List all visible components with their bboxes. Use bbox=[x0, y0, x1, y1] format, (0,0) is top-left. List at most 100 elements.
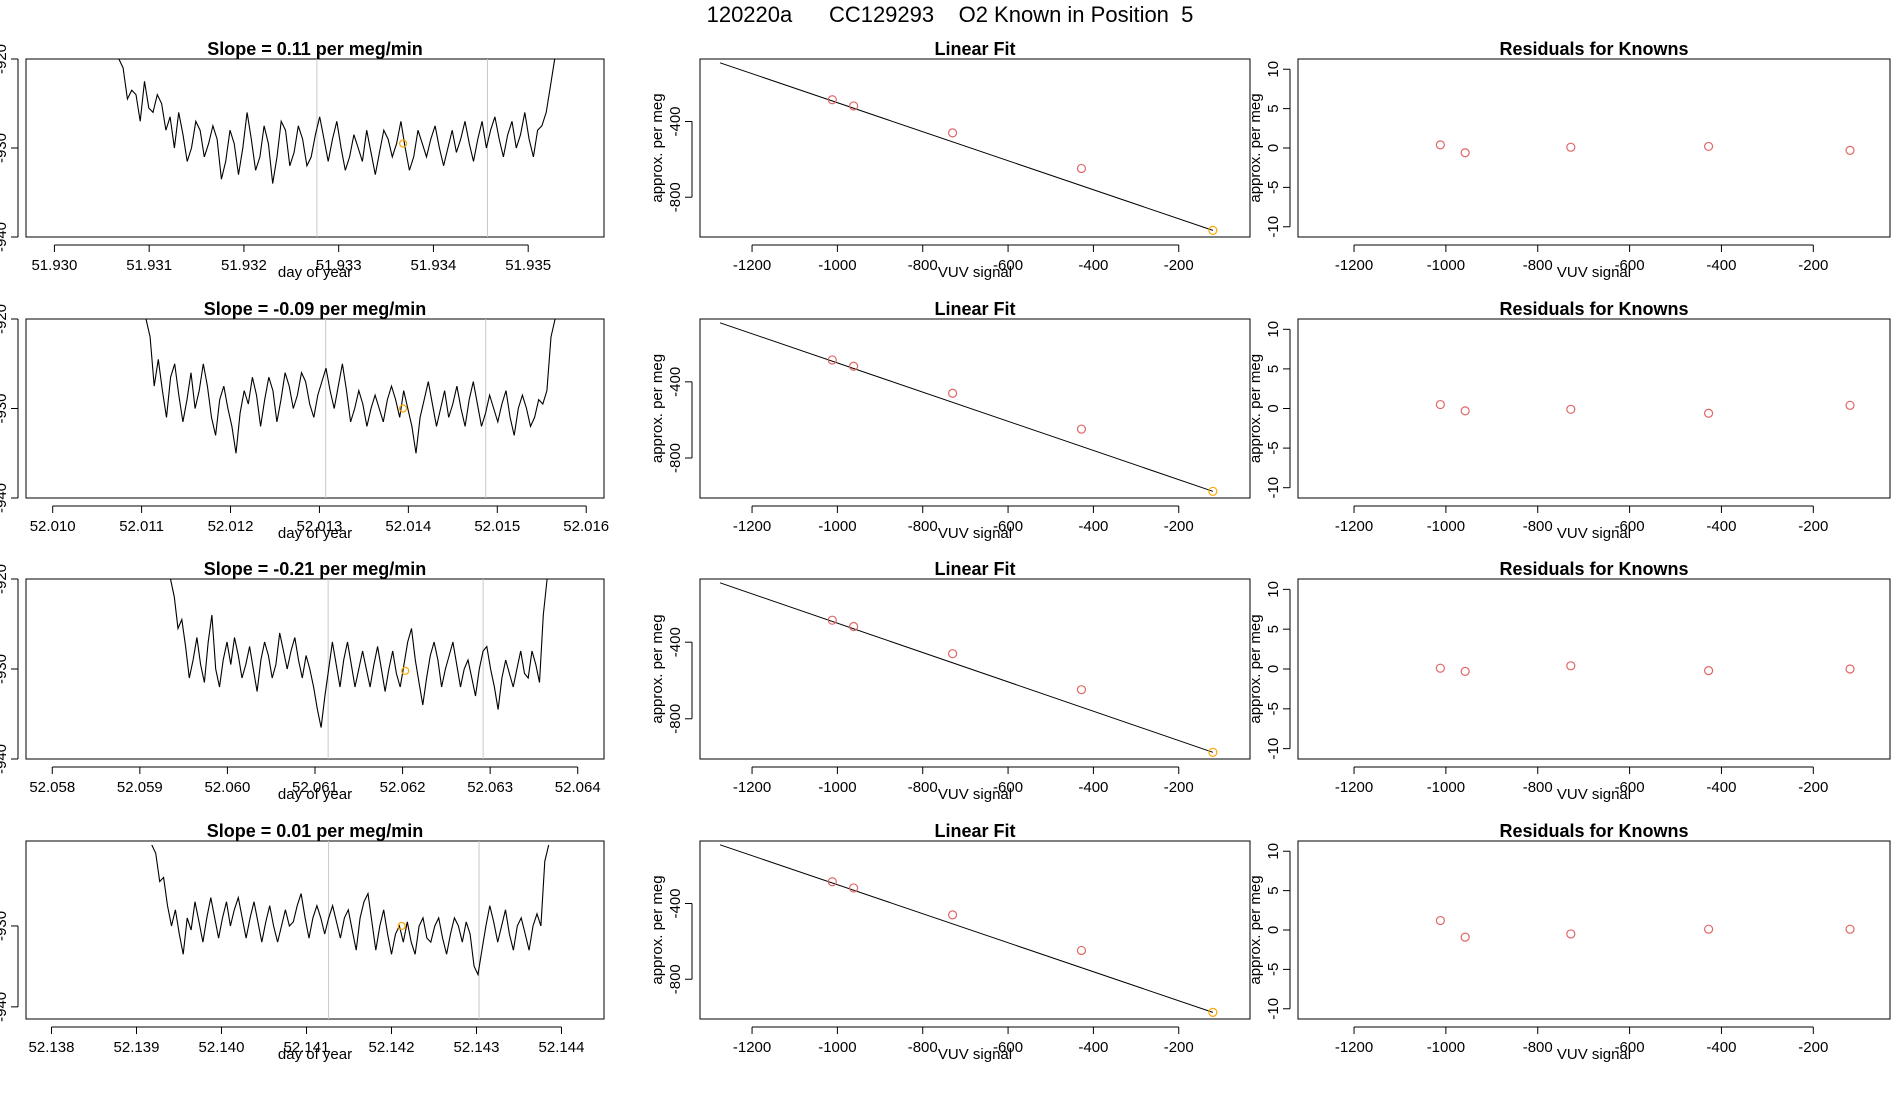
chart-panel-0-1: Linear Fit -1200 -1000 -800 -600 -400 -200 VUV … bbox=[649, 39, 1251, 281]
data-series-line bbox=[145, 318, 556, 454]
x-tick-label: 52.138 bbox=[29, 1039, 75, 1056]
known-sample-marker bbox=[399, 139, 408, 148]
x-tick-label: 52.063 bbox=[467, 779, 513, 796]
x-axis-label: VUV signal bbox=[938, 1046, 1012, 1063]
data-series-line bbox=[151, 844, 550, 977]
x-axis-label: day of year bbox=[278, 525, 352, 542]
y-axis-label: approx. per meg bbox=[1247, 93, 1264, 202]
x-tick-label: 52.139 bbox=[114, 1039, 160, 1056]
x-tick-label: 51.933 bbox=[316, 257, 362, 274]
x-tick-label: -1000 bbox=[818, 518, 856, 535]
x-tick-label: -200 bbox=[1798, 1039, 1828, 1056]
x-tick-label: 52.061 bbox=[292, 779, 338, 796]
data-point bbox=[1208, 1007, 1218, 1017]
y-tick-label: 5 bbox=[1265, 886, 1282, 894]
x-tick-label: 52.011 bbox=[119, 518, 164, 535]
data-point bbox=[1076, 163, 1087, 174]
chart-panel-1-2: Residuals for Knowns -1200 -1000 -800 -600 -4… bbox=[1247, 299, 1891, 542]
data-series-line bbox=[118, 58, 556, 184]
plot-title: Slope = 0.01 per meg/min bbox=[207, 821, 424, 841]
x-tick-label: 52.015 bbox=[474, 518, 520, 535]
cylinder-id: CC129293 bbox=[828, 2, 935, 27]
fit-line bbox=[719, 62, 1214, 231]
data-point bbox=[947, 649, 958, 659]
x-tick-label: -800 bbox=[908, 518, 938, 535]
x-tick-label: -200 bbox=[1798, 257, 1828, 274]
y-tick-label: -400 bbox=[667, 888, 684, 918]
fit-line bbox=[719, 844, 1214, 1013]
y-tick-label: -920 bbox=[0, 44, 10, 74]
x-tick-label: -400 bbox=[1706, 1039, 1736, 1056]
data-point bbox=[1435, 140, 1445, 150]
data-point bbox=[1460, 666, 1470, 676]
x-tick-label: 52.059 bbox=[117, 779, 163, 796]
y-tick-label: -400 bbox=[667, 627, 684, 657]
chart-panel-2-1: Linear Fit -1200 -1000 -800 -600 -400 -200 VUV … bbox=[649, 559, 1251, 803]
x-axis-label: VUV signal bbox=[1557, 264, 1631, 281]
data-point bbox=[1566, 142, 1576, 152]
x-tick-label: -600 bbox=[993, 1039, 1023, 1056]
y-tick-label: -940 bbox=[0, 222, 10, 252]
x-axis-label: VUV signal bbox=[938, 525, 1012, 542]
y-tick-label: -10 bbox=[1265, 738, 1282, 760]
x-tick-label: -800 bbox=[1523, 518, 1553, 535]
data-point bbox=[1566, 929, 1576, 939]
chart-panel-3-0: Slope = 0.01 per meg/min 52.138 52.139 52.1… bbox=[0, 821, 605, 1063]
data-point bbox=[827, 355, 837, 365]
y-tick-label: -930 bbox=[0, 133, 10, 163]
x-tick-label: -1000 bbox=[1427, 779, 1465, 796]
plot-frame bbox=[1297, 318, 1891, 499]
chart-panel-3-2: Residuals for Knowns -1200 -1000 -800 -600 -4… bbox=[1247, 821, 1891, 1063]
x-tick-label: -400 bbox=[1078, 1039, 1108, 1056]
y-tick-label: -920 bbox=[0, 564, 10, 594]
plot-title: Linear Fit bbox=[934, 821, 1015, 841]
fit-line bbox=[719, 322, 1214, 492]
x-tick-label: -1200 bbox=[733, 257, 771, 274]
x-tick-label: 52.010 bbox=[30, 518, 76, 535]
x-tick-label: -400 bbox=[1706, 518, 1736, 535]
y-tick-label: -10 bbox=[1265, 216, 1282, 238]
x-tick-label: -600 bbox=[1615, 1039, 1645, 1056]
known-sample-marker bbox=[398, 404, 408, 413]
data-point bbox=[947, 388, 958, 398]
data-point bbox=[849, 621, 859, 632]
y-axis-label: approx. per meg bbox=[649, 875, 666, 984]
plot-title: Slope = 0.11 per meg/min bbox=[207, 39, 423, 59]
y-tick-label: -940 bbox=[0, 483, 10, 513]
y-tick-label: -10 bbox=[1265, 998, 1282, 1020]
data-point bbox=[1703, 141, 1714, 152]
data-point bbox=[1435, 399, 1445, 410]
plot-title: Residuals for Knowns bbox=[1499, 39, 1688, 59]
data-point bbox=[1566, 661, 1576, 671]
x-tick-label: 52.144 bbox=[539, 1039, 585, 1056]
y-tick-label: 5 bbox=[1265, 104, 1282, 112]
plot-frame bbox=[25, 58, 605, 238]
y-tick-label: -10 bbox=[1265, 477, 1282, 499]
x-tick-label: 51.930 bbox=[31, 257, 77, 274]
x-tick-label: -1200 bbox=[733, 518, 771, 535]
plot-frame bbox=[25, 318, 605, 499]
data-point bbox=[849, 361, 859, 371]
y-tick-label: -5 bbox=[1265, 963, 1282, 976]
y-tick-label: -930 bbox=[0, 393, 10, 423]
x-tick-label: -800 bbox=[908, 779, 938, 796]
x-tick-label: -1200 bbox=[1335, 518, 1373, 535]
plot-frame bbox=[1297, 578, 1891, 760]
y-tick-label: -940 bbox=[0, 744, 10, 774]
plot-title: Slope = -0.21 per meg/min bbox=[204, 559, 427, 579]
data-point bbox=[947, 128, 958, 138]
x-tick-label: 51.931 bbox=[126, 257, 172, 274]
fit-line bbox=[719, 582, 1214, 753]
data-point bbox=[1208, 225, 1218, 235]
x-tick-label: -200 bbox=[1164, 1039, 1194, 1056]
x-tick-label: -600 bbox=[993, 518, 1023, 535]
data-point bbox=[1435, 915, 1445, 926]
x-tick-label: -1000 bbox=[818, 1039, 856, 1056]
chart-panel-2-0: Slope = -0.21 per meg/min 52.058 52.059 52.… bbox=[0, 559, 605, 803]
y-tick-label: -800 bbox=[667, 704, 684, 734]
x-tick-label: 52.016 bbox=[563, 518, 609, 535]
y-tick-label: -800 bbox=[667, 443, 684, 473]
x-tick-label: -400 bbox=[1078, 779, 1108, 796]
x-tick-label: -200 bbox=[1798, 779, 1828, 796]
y-tick-label: 10 bbox=[1265, 61, 1282, 78]
